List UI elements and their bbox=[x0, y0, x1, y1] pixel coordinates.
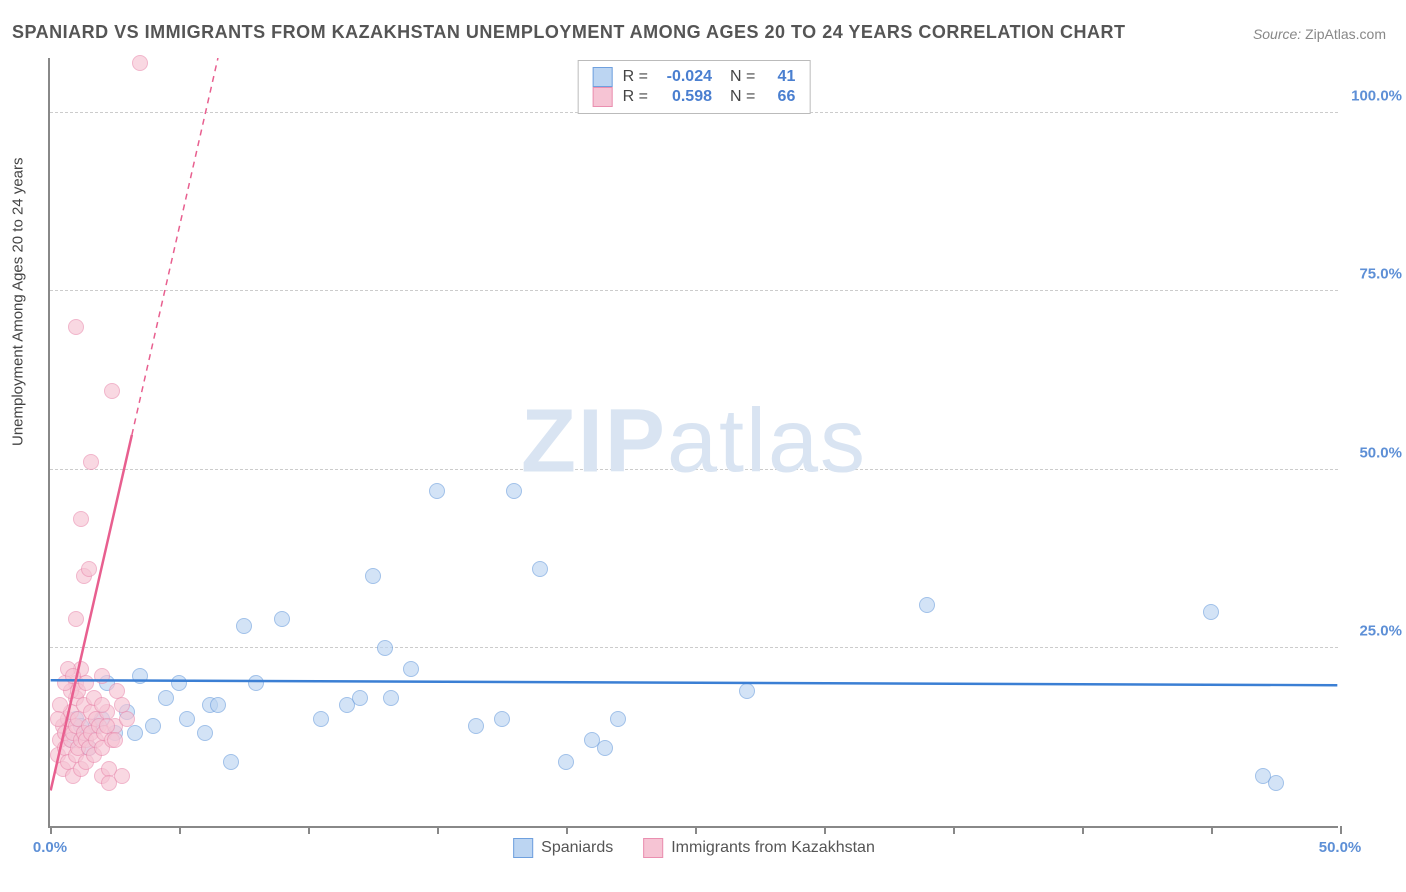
y-tick-label: 100.0% bbox=[1342, 88, 1402, 105]
trend-lines bbox=[50, 58, 1338, 826]
data-point bbox=[1268, 775, 1284, 791]
legend-swatch bbox=[593, 67, 613, 87]
data-point bbox=[73, 511, 89, 527]
r-label: R = bbox=[623, 88, 648, 106]
x-tick bbox=[50, 826, 52, 834]
data-point bbox=[739, 683, 755, 699]
x-tick bbox=[308, 826, 310, 834]
data-point bbox=[179, 711, 195, 727]
data-point bbox=[171, 675, 187, 691]
data-point bbox=[532, 561, 548, 577]
data-point bbox=[50, 711, 66, 727]
data-point bbox=[365, 568, 381, 584]
data-point bbox=[352, 690, 368, 706]
data-point bbox=[468, 718, 484, 734]
data-point bbox=[429, 483, 445, 499]
data-point bbox=[83, 454, 99, 470]
data-point bbox=[132, 55, 148, 71]
y-tick-label: 25.0% bbox=[1342, 622, 1402, 639]
legend-label: Spaniards bbox=[541, 839, 613, 857]
legend-series: Spaniards Immigrants from Kazakhstan bbox=[513, 838, 875, 858]
x-tick bbox=[437, 826, 439, 834]
r-value: 0.598 bbox=[658, 88, 712, 106]
data-point bbox=[383, 690, 399, 706]
legend-item: Spaniards bbox=[513, 838, 613, 858]
data-point bbox=[94, 668, 110, 684]
data-point bbox=[236, 618, 252, 634]
n-label: N = bbox=[730, 68, 755, 86]
data-point bbox=[132, 668, 148, 684]
r-label: R = bbox=[623, 68, 648, 86]
legend-stat-row: R = -0.024 N = 41 bbox=[593, 67, 796, 87]
data-point bbox=[223, 754, 239, 770]
x-tick bbox=[695, 826, 697, 834]
y-tick-label: 75.0% bbox=[1342, 266, 1402, 283]
n-value: 66 bbox=[765, 88, 795, 106]
x-tick bbox=[1211, 826, 1213, 834]
x-tick bbox=[1340, 826, 1342, 834]
data-point bbox=[1203, 604, 1219, 620]
data-point bbox=[248, 675, 264, 691]
data-point bbox=[919, 597, 935, 613]
legend-swatch bbox=[593, 87, 613, 107]
watermark: ZIPatlas bbox=[521, 391, 867, 494]
watermark-rest: atlas bbox=[667, 392, 867, 492]
x-tick bbox=[953, 826, 955, 834]
n-value: 41 bbox=[765, 68, 795, 86]
gridline bbox=[50, 290, 1338, 291]
data-point bbox=[158, 690, 174, 706]
gridline bbox=[50, 469, 1338, 470]
y-tick-label: 50.0% bbox=[1342, 444, 1402, 461]
data-point bbox=[610, 711, 626, 727]
data-point bbox=[558, 754, 574, 770]
data-point bbox=[403, 661, 419, 677]
data-point bbox=[274, 611, 290, 627]
source-attribution: Source: ZipAtlas.com bbox=[1253, 26, 1386, 42]
data-point bbox=[104, 383, 120, 399]
data-point bbox=[494, 711, 510, 727]
data-point bbox=[107, 732, 123, 748]
data-point bbox=[81, 561, 97, 577]
source-value: ZipAtlas.com bbox=[1305, 26, 1386, 42]
data-point bbox=[68, 319, 84, 335]
data-point bbox=[94, 697, 110, 713]
data-point bbox=[210, 697, 226, 713]
x-tick-label: 50.0% bbox=[1319, 839, 1362, 856]
watermark-bold: ZIP bbox=[521, 392, 667, 492]
legend-swatch bbox=[643, 838, 663, 858]
source-label: Source: bbox=[1253, 26, 1301, 42]
r-value: -0.024 bbox=[658, 68, 712, 86]
x-tick bbox=[824, 826, 826, 834]
data-point bbox=[119, 711, 135, 727]
data-point bbox=[127, 725, 143, 741]
x-tick bbox=[566, 826, 568, 834]
data-point bbox=[313, 711, 329, 727]
data-point bbox=[114, 768, 130, 784]
legend-item: Immigrants from Kazakhstan bbox=[643, 838, 875, 858]
data-point bbox=[506, 483, 522, 499]
data-point bbox=[377, 640, 393, 656]
legend-stat-row: R = 0.598 N = 66 bbox=[593, 87, 796, 107]
x-tick-label: 0.0% bbox=[33, 839, 67, 856]
data-point bbox=[68, 611, 84, 627]
data-point bbox=[597, 740, 613, 756]
legend-swatch bbox=[513, 838, 533, 858]
data-point bbox=[145, 718, 161, 734]
y-axis-title: Unemployment Among Ages 20 to 24 years bbox=[10, 157, 27, 446]
x-tick bbox=[179, 826, 181, 834]
chart-title: SPANIARD VS IMMIGRANTS FROM KAZAKHSTAN U… bbox=[12, 22, 1126, 43]
n-label: N = bbox=[730, 88, 755, 106]
legend-stats: R = -0.024 N = 41 R = 0.598 N = 66 bbox=[578, 60, 811, 114]
x-tick bbox=[1082, 826, 1084, 834]
data-point bbox=[197, 725, 213, 741]
plot-area: ZIPatlas R =-0.024N =41R =0.598N =66 Spa… bbox=[48, 58, 1338, 828]
gridline bbox=[50, 647, 1338, 648]
legend-label: Immigrants from Kazakhstan bbox=[671, 839, 875, 857]
